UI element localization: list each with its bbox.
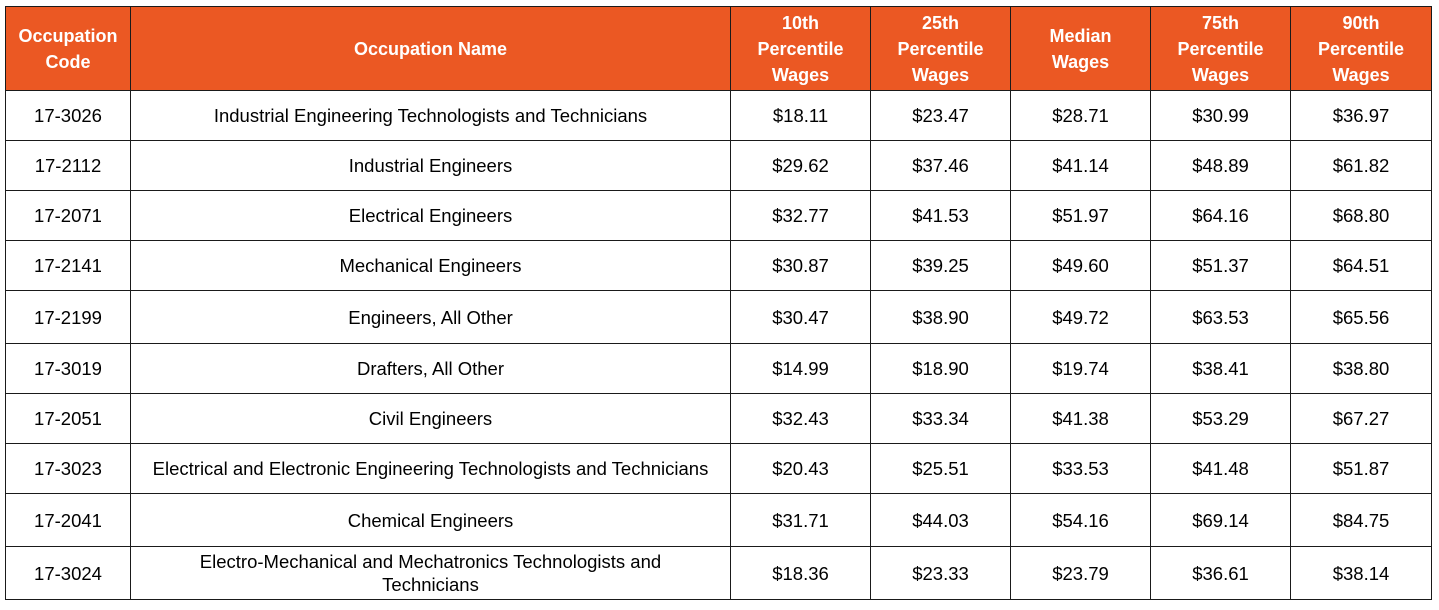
p10-wage-cell: $32.77 <box>730 190 871 241</box>
table-row: 17-2071 Electrical Engineers $32.77 $41.53 $… <box>5 190 1432 241</box>
p90-wage-cell: $84.75 <box>1290 493 1432 547</box>
p75-wage-cell: $64.16 <box>1150 190 1291 241</box>
header-row: Occupation Code Occupation Name 10th Per… <box>5 6 1432 91</box>
median-wage-cell: $41.14 <box>1010 140 1151 191</box>
median-wage-cell: $28.71 <box>1010 90 1151 141</box>
p90-wage-cell: $38.14 <box>1290 546 1432 600</box>
median-wage-cell: $33.53 <box>1010 443 1151 494</box>
p75-wage-cell: $63.53 <box>1150 290 1291 344</box>
occupation-code-cell: 17-2112 <box>5 140 131 191</box>
p10-wage-cell: $30.47 <box>730 290 871 344</box>
median-wage-cell: $49.60 <box>1010 240 1151 291</box>
p90-wage-cell: $38.80 <box>1290 343 1432 394</box>
header-occupation-code: Occupation Code <box>5 6 131 91</box>
p25-wage-cell: $33.34 <box>870 393 1011 444</box>
occupation-code-cell: 17-2051 <box>5 393 131 444</box>
p75-wage-cell: $41.48 <box>1150 443 1291 494</box>
p25-wage-cell: $25.51 <box>870 443 1011 494</box>
median-wage-cell: $54.16 <box>1010 493 1151 547</box>
occupation-name-cell: Mechanical Engineers <box>130 240 731 291</box>
p10-wage-cell: $31.71 <box>730 493 871 547</box>
table-row: 17-3023 Electrical and Electronic Enginee… <box>5 443 1432 494</box>
p10-wage-cell: $14.99 <box>730 343 871 394</box>
median-wage-cell: $49.72 <box>1010 290 1151 344</box>
table-row: 17-3026 Industrial Engineering Technologi… <box>5 90 1432 141</box>
p10-wage-cell: $29.62 <box>730 140 871 191</box>
p90-wage-cell: $64.51 <box>1290 240 1432 291</box>
p75-wage-cell: $38.41 <box>1150 343 1291 394</box>
occupation-code-cell: 17-2199 <box>5 290 131 344</box>
p75-wage-cell: $48.89 <box>1150 140 1291 191</box>
median-wage-cell: $23.79 <box>1010 546 1151 600</box>
p90-wage-cell: $36.97 <box>1290 90 1432 141</box>
table-row: 17-2051 Civil Engineers $32.43 $33.34 $41.38… <box>5 393 1432 444</box>
occupation-code-cell: 17-3024 <box>5 546 131 600</box>
table-row: 17-3024 Electro-Mechanical and Mechatroni… <box>5 546 1432 600</box>
occupation-code-cell: 17-2141 <box>5 240 131 291</box>
p25-wage-cell: $39.25 <box>870 240 1011 291</box>
p10-wage-cell: $32.43 <box>730 393 871 444</box>
p25-wage-cell: $44.03 <box>870 493 1011 547</box>
p90-wage-cell: $51.87 <box>1290 443 1432 494</box>
table-row: 17-2199 Engineers, All Other $30.47 $38.90 $… <box>5 290 1432 344</box>
occupation-name-cell: Engineers, All Other <box>130 290 731 344</box>
occupation-name-cell: Drafters, All Other <box>130 343 731 394</box>
header-occupation-name: Occupation Name <box>130 6 731 91</box>
table-row: 17-2112 Industrial Engineers $29.62 $37.46 $… <box>5 140 1432 191</box>
occupation-name-cell: Chemical Engineers <box>130 493 731 547</box>
p75-wage-cell: $36.61 <box>1150 546 1291 600</box>
p10-wage-cell: $18.36 <box>730 546 871 600</box>
p75-wage-cell: $69.14 <box>1150 493 1291 547</box>
occupation-name-cell: Electro-Mechanical and Mechatronics Tech… <box>130 546 731 600</box>
median-wage-cell: $19.74 <box>1010 343 1151 394</box>
median-wage-cell: $41.38 <box>1010 393 1151 444</box>
occupation-code-cell: 17-3023 <box>5 443 131 494</box>
header-90th-percentile: 90th Percentile Wages <box>1290 6 1432 91</box>
occupation-name-cell: Electrical Engineers <box>130 190 731 241</box>
header-75th-percentile: 75th Percentile Wages <box>1150 6 1291 91</box>
p10-wage-cell: $20.43 <box>730 443 871 494</box>
table-row: 17-2041 Chemical Engineers $31.71 $44.03 $54… <box>5 493 1432 547</box>
p25-wage-cell: $23.47 <box>870 90 1011 141</box>
p25-wage-cell: $38.90 <box>870 290 1011 344</box>
header-median: Median Wages <box>1010 6 1151 91</box>
header-25th-percentile: 25th Percentile Wages <box>870 6 1011 91</box>
p25-wage-cell: $23.33 <box>870 546 1011 600</box>
occupation-name-cell: Civil Engineers <box>130 393 731 444</box>
wages-table: Occupation Code Occupation Name 10th Per… <box>5 6 1432 600</box>
p75-wage-cell: $51.37 <box>1150 240 1291 291</box>
p90-wage-cell: $68.80 <box>1290 190 1432 241</box>
occupation-code-cell: 17-3026 <box>5 90 131 141</box>
table-row: 17-3019 Drafters, All Other $14.99 $18.90 $1… <box>5 343 1432 394</box>
p25-wage-cell: $41.53 <box>870 190 1011 241</box>
occupation-name-cell: Electrical and Electronic Engineering Te… <box>130 443 731 494</box>
p90-wage-cell: $67.27 <box>1290 393 1432 444</box>
header-10th-percentile: 10th Percentile Wages <box>730 6 871 91</box>
table-row: 17-2141 Mechanical Engineers $30.87 $39.25 $… <box>5 240 1432 291</box>
median-wage-cell: $51.97 <box>1010 190 1151 241</box>
p25-wage-cell: $18.90 <box>870 343 1011 394</box>
p75-wage-cell: $30.99 <box>1150 90 1291 141</box>
occupation-code-cell: 17-2071 <box>5 190 131 241</box>
p90-wage-cell: $65.56 <box>1290 290 1432 344</box>
p10-wage-cell: $30.87 <box>730 240 871 291</box>
occupation-code-cell: 17-2041 <box>5 493 131 547</box>
p90-wage-cell: $61.82 <box>1290 140 1432 191</box>
p75-wage-cell: $53.29 <box>1150 393 1291 444</box>
occupation-name-cell: Industrial Engineering Technologists and… <box>130 90 731 141</box>
p10-wage-cell: $18.11 <box>730 90 871 141</box>
p25-wage-cell: $37.46 <box>870 140 1011 191</box>
occupation-name-cell: Industrial Engineers <box>130 140 731 191</box>
occupation-code-cell: 17-3019 <box>5 343 131 394</box>
